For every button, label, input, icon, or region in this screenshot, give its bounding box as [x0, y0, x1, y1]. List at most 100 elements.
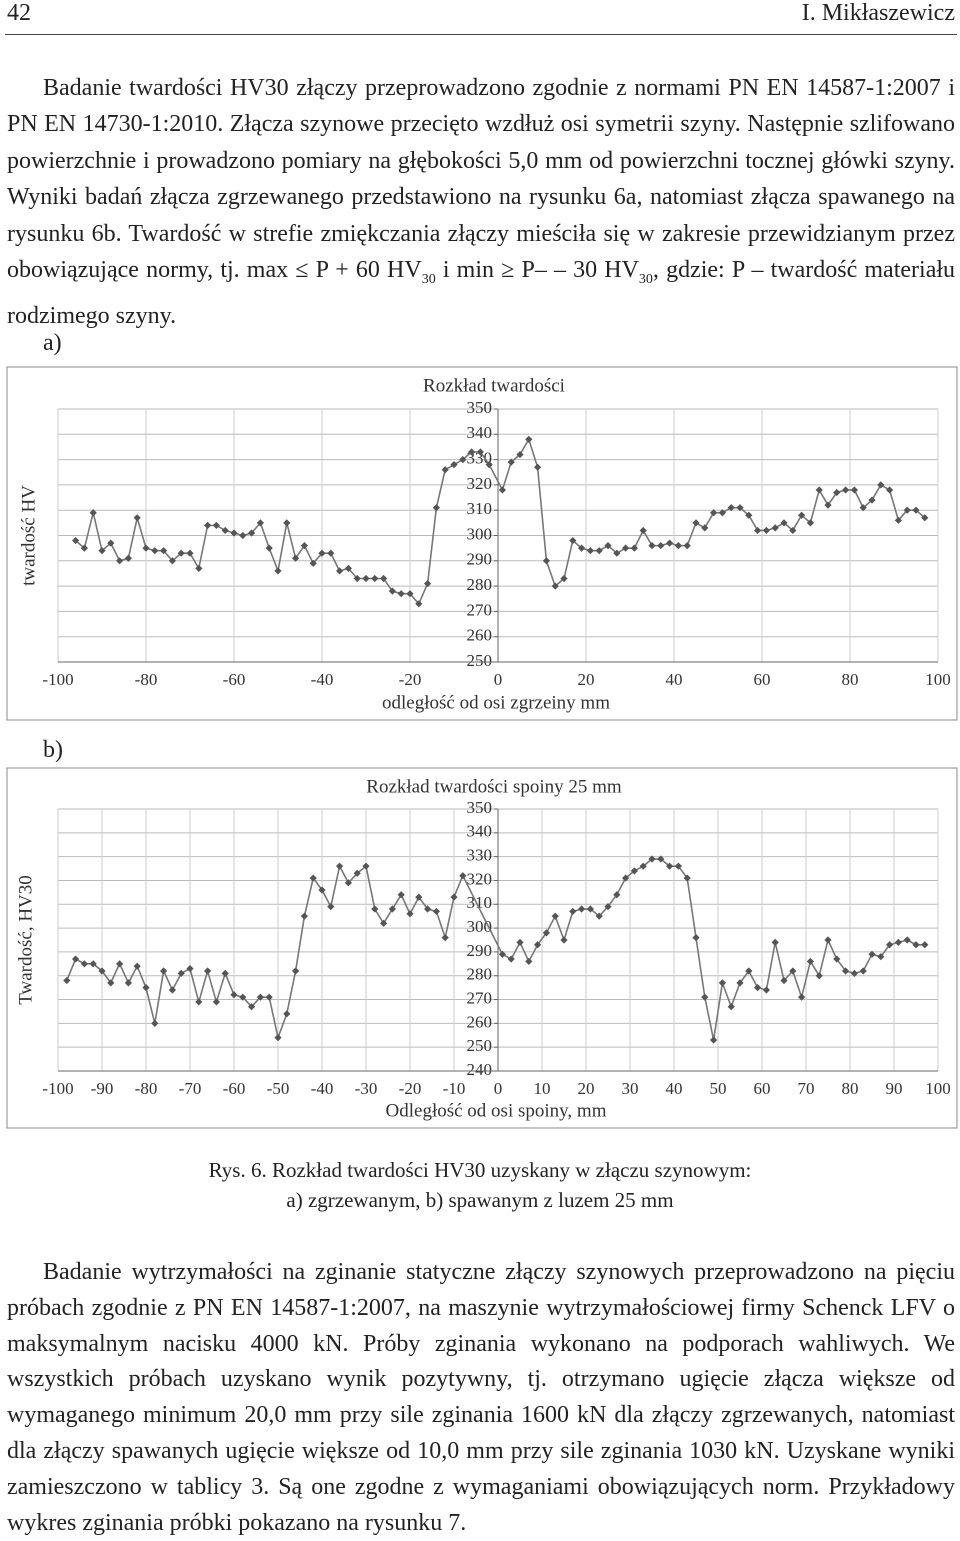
data-point — [168, 986, 176, 994]
data-point — [560, 936, 568, 944]
data-point — [912, 506, 920, 514]
data-point — [630, 867, 638, 875]
subscript: 30 — [421, 271, 436, 287]
panel-label: b) — [43, 737, 63, 763]
data-point — [283, 519, 291, 527]
y-tick-label: 350 — [467, 798, 493, 817]
data-point — [560, 574, 568, 583]
data-point — [516, 938, 524, 946]
data-point — [336, 862, 344, 870]
y-tick-label: 280 — [467, 965, 493, 984]
data-point — [683, 874, 691, 882]
data-point — [274, 1034, 282, 1042]
data-point — [815, 486, 823, 494]
data-point — [595, 547, 603, 555]
data-point — [877, 953, 885, 961]
data-point — [318, 549, 326, 557]
data-point — [595, 912, 603, 920]
x-tick-label: 40 — [666, 670, 683, 689]
data-point — [842, 967, 850, 975]
data-point — [894, 516, 902, 524]
data-point — [239, 531, 247, 540]
chart-title: Rozkład twardości — [423, 375, 565, 396]
data-point — [516, 450, 524, 459]
x-tick-label: 20 — [578, 1079, 595, 1098]
data-point — [204, 967, 212, 975]
data-point — [745, 967, 753, 975]
data-point — [754, 984, 762, 992]
data-point — [780, 976, 788, 985]
data-point — [850, 486, 858, 494]
data-point — [160, 967, 168, 975]
data-point — [204, 521, 212, 529]
x-tick-label: -60 — [223, 670, 246, 689]
x-axis-label: odległość od osi zgrzeiny mm — [382, 692, 610, 713]
data-point — [498, 486, 506, 494]
data-point — [388, 905, 396, 913]
data-point — [762, 526, 770, 535]
data-point — [542, 929, 550, 937]
data-point — [80, 544, 88, 552]
header-rule — [5, 34, 957, 35]
x-tick-label: -40 — [311, 1079, 334, 1098]
data-point — [160, 547, 168, 555]
x-axis-label: Odległość od osi spoiny, mm — [386, 1100, 607, 1121]
x-tick-label: -90 — [91, 1079, 114, 1098]
x-tick-label: -80 — [135, 670, 158, 689]
data-point — [124, 979, 132, 987]
subscript: 30 — [638, 271, 653, 287]
x-tick-label: 20 — [578, 670, 595, 689]
data-point — [798, 993, 806, 1001]
data-point — [648, 855, 656, 863]
x-tick-label: 40 — [666, 1079, 683, 1098]
y-tick-label: 310 — [467, 499, 493, 518]
data-point — [551, 582, 559, 590]
data-point — [186, 549, 194, 557]
y-tick-label: 260 — [467, 1012, 493, 1031]
data-point — [212, 521, 220, 529]
data-point — [903, 506, 911, 514]
data-point — [406, 590, 414, 598]
data-point — [498, 950, 506, 958]
x-tick-label: 10 — [534, 1079, 551, 1098]
x-tick-label: 100 — [925, 670, 951, 689]
x-tick-label: -100 — [42, 670, 73, 689]
data-point — [604, 542, 612, 550]
data-point — [89, 960, 97, 968]
data-point — [771, 938, 779, 946]
data-point — [344, 564, 352, 572]
data-line — [75, 437, 926, 606]
y-tick-label: 340 — [467, 822, 493, 841]
data-point — [300, 542, 308, 550]
data-point — [318, 886, 326, 894]
data-point — [468, 448, 476, 456]
data-point — [886, 941, 894, 949]
data-point — [718, 509, 726, 517]
data-point — [230, 529, 238, 537]
data-point — [789, 967, 797, 975]
x-tick-label: 90 — [886, 1079, 903, 1098]
data-point — [256, 993, 264, 1001]
data-point — [551, 912, 559, 920]
data-point — [151, 547, 159, 555]
data-point — [432, 907, 440, 916]
caption: Rys. 6. Rozkład twardości HV30 uzyskany … — [0, 1155, 960, 1215]
data-point — [380, 574, 388, 583]
data-point — [380, 919, 388, 927]
data-point — [921, 514, 929, 522]
x-tick-label: -30 — [355, 1079, 378, 1098]
data-point — [692, 519, 700, 527]
data-point — [877, 481, 885, 489]
data-point — [921, 941, 929, 949]
y-tick-label: 350 — [467, 398, 493, 417]
caption-line: a) zgrzewanym, b) spawanym z luzem 25 mm — [286, 1188, 674, 1212]
data-point — [727, 504, 735, 512]
data-point — [309, 874, 317, 882]
x-tick-label: 0 — [494, 670, 503, 689]
x-tick-label: -40 — [311, 670, 334, 689]
y-tick-label: 240 — [467, 1060, 493, 1079]
x-tick-label: -20 — [399, 1079, 422, 1098]
data-point — [648, 542, 656, 550]
data-point — [248, 1003, 256, 1011]
data-point — [886, 486, 894, 494]
